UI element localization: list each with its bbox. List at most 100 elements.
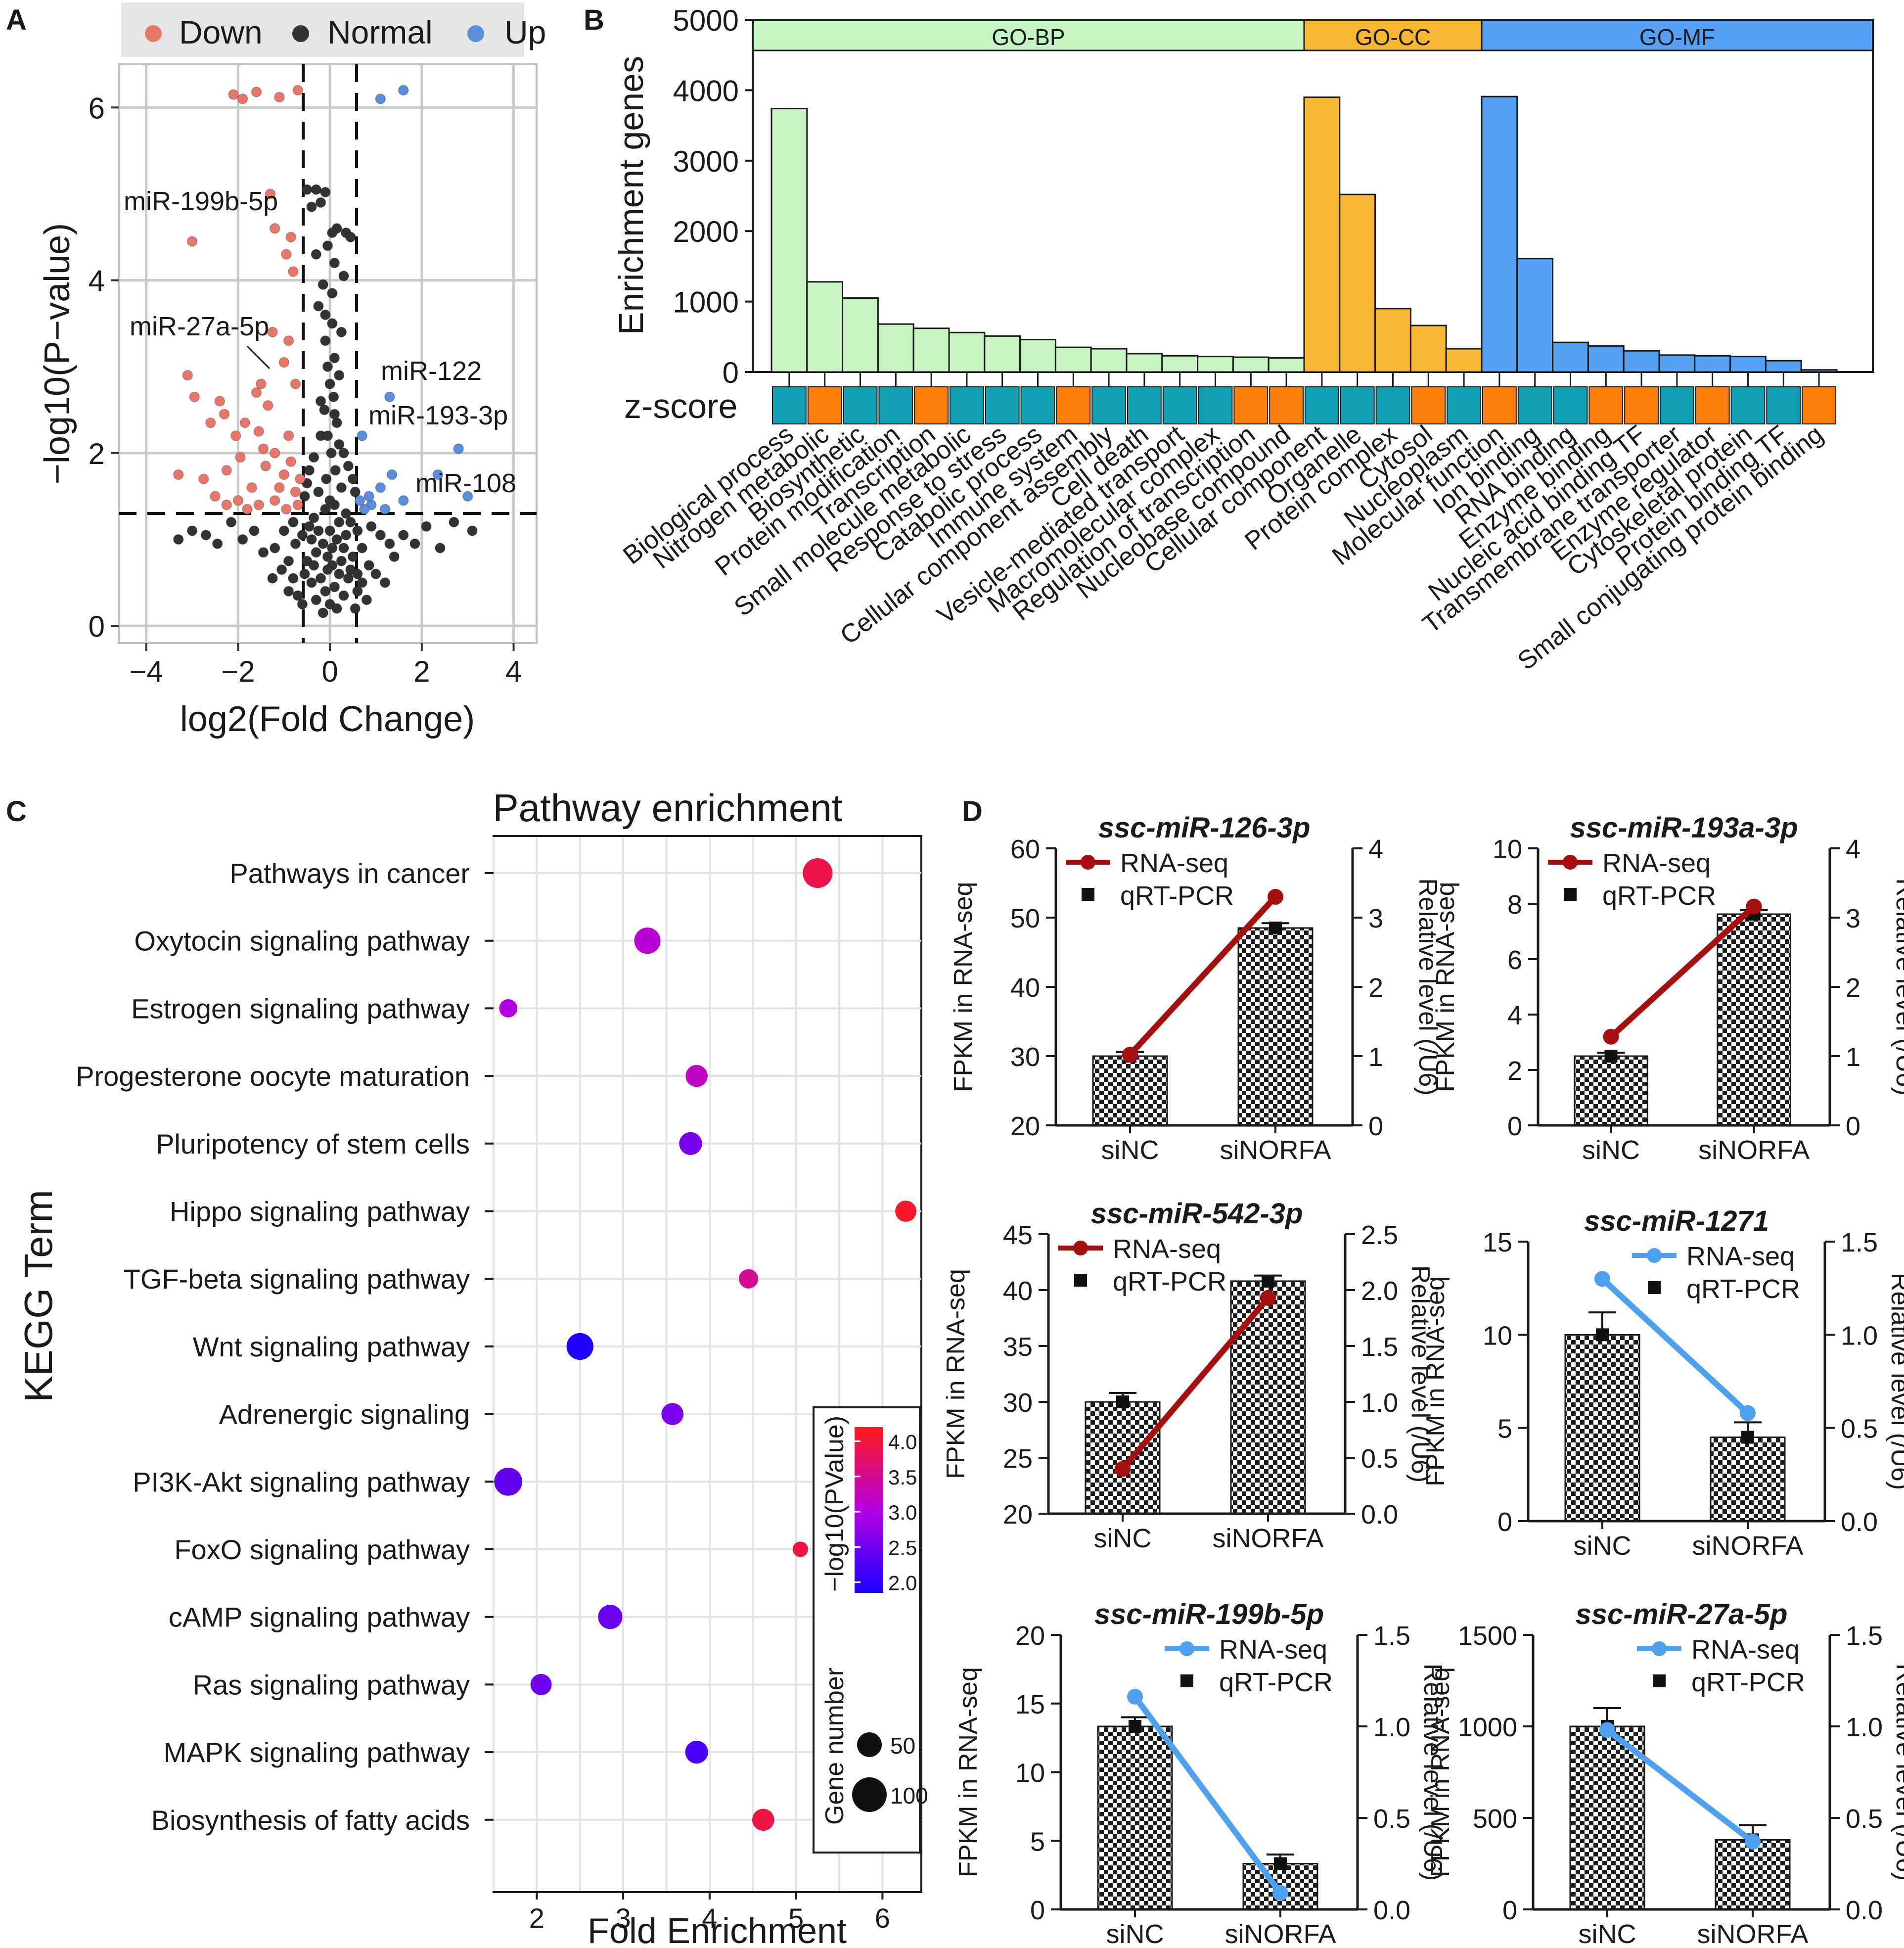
rna-seq-point [1268,889,1283,905]
rna-seq-point [1599,1722,1615,1738]
color-scale-tick-label: 3.5 [888,1466,917,1489]
volcano-point-normal [304,521,315,532]
size-legend-100-label: 100 [890,1783,928,1809]
volcano-point-normal [311,249,322,260]
volcano-point-normal [398,529,409,541]
color-scale-bar [855,1427,883,1593]
volcano-point-normal [347,473,359,484]
go-bar [984,335,1021,373]
kegg-bubble-chart: Pathway enrichment Pathways in cancer Oxy… [16,786,928,1948]
volcano-point-down [290,378,301,389]
legend-rna-seq-label: RNA-seq [1602,848,1711,878]
go-zscore-cell [985,386,1020,424]
right-axis-label: Relative level (/U6) [1886,1273,1904,1490]
rna-seq-line [1605,1727,1755,1844]
kegg-term-label: TGF-beta signaling pathway [124,1263,470,1295]
right-tick-label: 3 [1846,904,1860,933]
volcano-point-down [239,417,251,428]
x-tick-label: siNORFA [1212,1524,1323,1553]
qrt-pcr-marker [1604,1050,1618,1063]
right-tick-label: 0 [1846,1112,1860,1141]
rna-seq-line [1128,894,1278,1057]
kegg-term-label: Estrogen signaling pathway [131,993,470,1024]
volcano-point-down [232,495,244,506]
qrt-pcr-bar [1230,1280,1306,1515]
go-y-tick-label: 4000 [673,74,739,107]
volcano-grid [119,64,537,643]
kegg-bubble [499,999,518,1018]
volcano-legend: Down Normal Up [121,2,546,57]
qrt-pcr-marker [1596,1328,1609,1342]
rna-seq-point [1740,1405,1756,1421]
volcano-point-normal [361,594,372,605]
legend-rna-seq-marker [1179,1641,1194,1656]
color-scale-tick-label: 4.0 [888,1431,917,1454]
go-bar [1765,360,1802,373]
legend-normal-swatch [292,25,309,42]
volcano-point-normal [331,534,342,545]
kegg-title: Pathway enrichment [493,786,843,830]
go-bar [1303,96,1341,373]
qrt-pcr-marker [1274,1857,1287,1870]
kegg-bubble [598,1605,623,1629]
legend-qrt-pcr-label: qRT-PCR [1691,1668,1805,1697]
volcano-point-normal [320,504,331,515]
validation-plot-5: ssc-miR-27a-5p 0 500 1000 1500 0.0 0.5 1.0 1.5 si… [1426,1598,1904,1948]
go-bar [1126,353,1163,373]
legend-down-swatch [145,25,162,42]
go-zscore-cell [807,386,842,424]
volcano-point-down [290,486,301,498]
go-zscore-cell [1020,386,1055,424]
right-tick-label: 4 [1368,835,1383,864]
volcano-point-normal [237,534,248,545]
volcano-point-up [398,495,409,506]
volcano-point-normal [313,486,324,498]
left-tick-label: 40 [1010,973,1040,1003]
validation-plot-0: ssc-miR-126-3p 20 30 40 50 60 0 1 2 3 4 siNC siNORFA… [949,812,1442,1165]
qrt-pcr-marker [1129,1720,1141,1733]
validation-plot-title: ssc-miR-126-3p [1098,812,1311,844]
legend-rna-seq-label: RNA-seq [1691,1635,1800,1665]
x-tick-label: siNORFA [1224,1919,1336,1948]
volcano-point-normal [320,335,331,346]
go-y-tick-label: 2000 [673,215,739,248]
go-y-tick-label: 0 [723,356,739,389]
kegg-bubble [895,1201,916,1222]
volcano-point-normal [409,538,420,549]
volcano-point-down [265,188,276,199]
validation-plot-4: ssc-miR-199b-5p 0 5 10 15 20 0.0 0.5 1.0 1.5 siNC s… [954,1598,1447,1948]
kegg-term-label: MAPK signaling pathway [164,1737,470,1768]
go-zscore-cell [1198,386,1233,424]
right-tick-label: 1 [1846,1042,1860,1072]
volcano-point-normal [212,538,223,549]
kegg-y-label: KEGG Term [16,1190,60,1402]
volcano-point-normal [299,491,310,502]
kegg-bubble [634,928,661,954]
rna-seq-point [1122,1047,1138,1063]
legend-up-label: Up [504,14,546,50]
volcano-point-normal [343,461,354,471]
right-axis-label: Relative level (/U6) [1406,1265,1435,1483]
volcano-point-down [242,504,253,515]
panel-label-a: A [6,4,27,36]
legend-qrt-pcr-marker [1564,888,1577,901]
volcano-point-up [384,391,395,403]
volcano-point-normal [288,516,299,528]
kegg-bubble [494,1467,523,1496]
volcano-point-down [256,378,267,389]
kegg-bubbles [494,858,916,1831]
volcano-point-normal [290,538,301,549]
volcano-y-tick-label: 0 [89,610,105,643]
left-tick-label: 6 [1507,945,1522,975]
go-bar [1054,346,1092,373]
volcano-point-normal [283,586,294,597]
volcano-point-normal [315,396,326,407]
go-bar [1694,355,1731,373]
right-axis-label: Relative level (/U6) [1418,1664,1447,1881]
left-tick-label: 0 [1507,1112,1522,1141]
volcano-point-down [269,223,280,234]
volcano-point-normal [283,556,294,566]
volcano-point-normal [329,499,340,510]
volcano-point-normal [319,404,330,416]
kegg-term-label: Oxytocin signaling pathway [134,926,470,957]
